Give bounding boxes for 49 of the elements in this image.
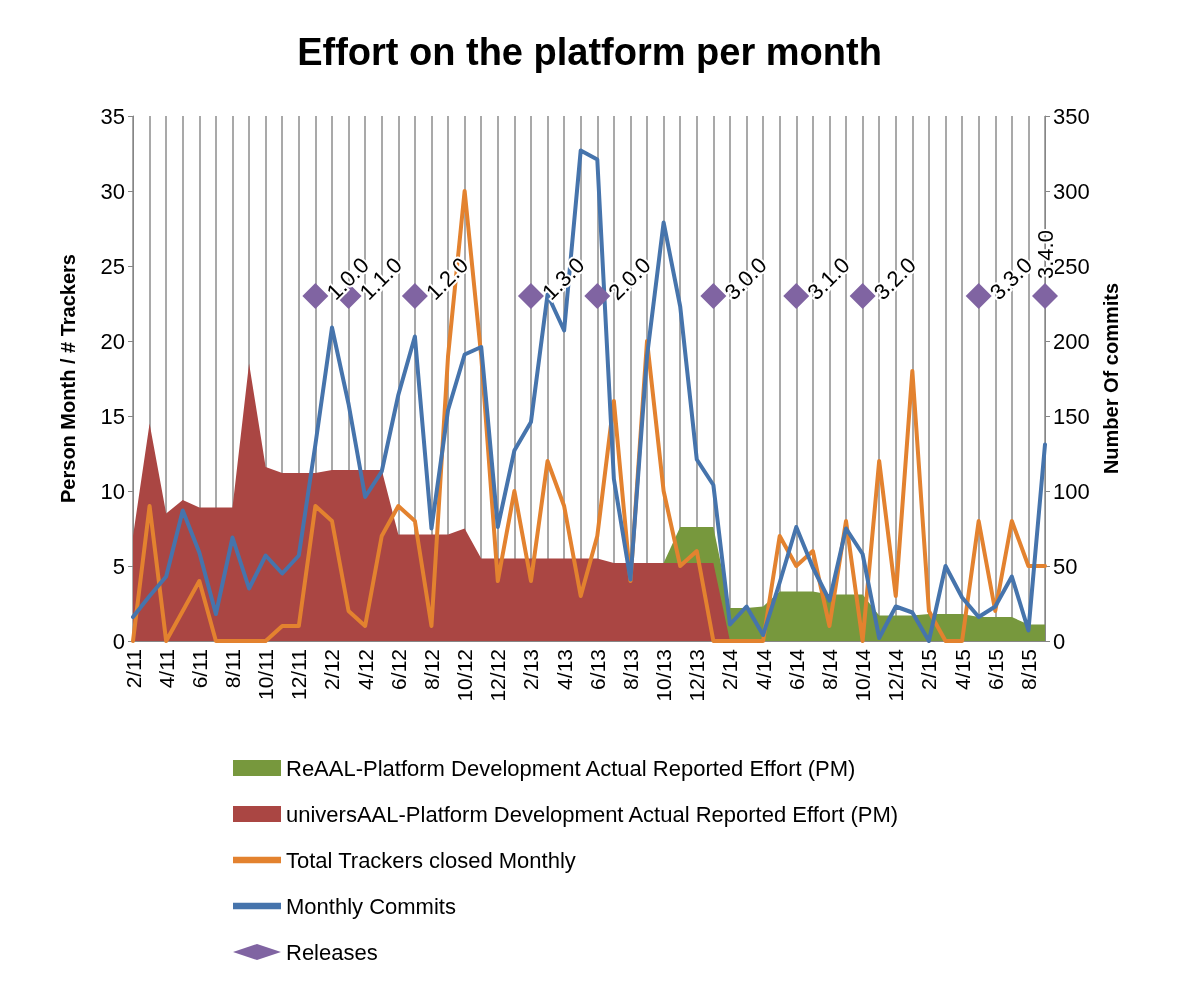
y-tick-label: 10	[100, 478, 125, 504]
x-tick-label: 10/12	[453, 649, 477, 702]
x-tick-label: 2/13	[519, 649, 543, 690]
y2-tick-label: 150	[1053, 403, 1090, 429]
y2-tick-label: 350	[1053, 103, 1090, 129]
y-tick-label: 20	[100, 328, 125, 354]
x-tick-label: 4/13	[552, 649, 576, 690]
x-tick-label: 4/15	[950, 649, 974, 690]
legend-label: ReAAL-Platform Development Actual Reported Effort (PM)	[286, 755, 856, 781]
y-tick-label: 35	[100, 103, 125, 129]
chart-title: Effort on the platform per month	[297, 31, 882, 73]
y2-tick-label: 200	[1053, 328, 1090, 354]
x-tick-label: 4/11	[154, 649, 178, 689]
x-tick-label: 4/12	[353, 649, 377, 690]
y2-tick-label: 0	[1053, 628, 1066, 654]
x-tick-label: 8/11	[220, 649, 244, 689]
y2-axis-title: Number Of commits	[1099, 282, 1122, 475]
x-tick-label: 8/13	[618, 649, 642, 690]
y2-tick-label: 50	[1053, 553, 1078, 579]
y-tick-label: 15	[100, 403, 125, 429]
x-tick-label: 10/11	[254, 649, 278, 700]
x-tick-label: 12/12	[486, 649, 510, 702]
y2-tick-label: 300	[1053, 178, 1090, 204]
legend-label: universAAL-Platform Development Actual Reported Effort (PM)	[286, 801, 899, 827]
y-tick-label: 5	[112, 553, 125, 579]
x-tick-label: 2/14	[718, 648, 742, 690]
x-tick-label: 12/11	[287, 649, 311, 700]
y2-tick-label: 100	[1053, 478, 1090, 504]
x-tick-label: 12/14	[884, 648, 908, 702]
y-axis-title: Person Month / # Trackers	[57, 254, 79, 503]
x-tick-label: 4/14	[751, 648, 775, 690]
legend-label: Releases	[286, 939, 378, 965]
x-tick-label: 6/11	[187, 649, 211, 689]
x-tick-label: 2/15	[917, 649, 941, 690]
x-tick-label: 8/12	[419, 649, 443, 690]
x-tick-label: 6/15	[983, 649, 1007, 690]
x-tick-label: 12/13	[685, 649, 709, 702]
x-tick-label: 6/14	[784, 648, 808, 690]
legend-label: Monthly Commits	[286, 893, 456, 919]
x-tick-label: 8/14	[817, 648, 841, 690]
x-tick-label: 2/12	[320, 649, 344, 690]
x-tick-label: 10/13	[652, 649, 676, 702]
x-tick-label: 10/14	[851, 648, 875, 702]
y-tick-label: 25	[100, 253, 125, 279]
x-tick-label: 6/13	[585, 649, 609, 690]
x-tick-label: 6/12	[386, 649, 410, 690]
x-tick-label: 8/15	[1016, 649, 1040, 690]
legend-label: Total Trackers closed Monthly	[286, 847, 576, 873]
y-tick-label: 30	[100, 178, 125, 204]
